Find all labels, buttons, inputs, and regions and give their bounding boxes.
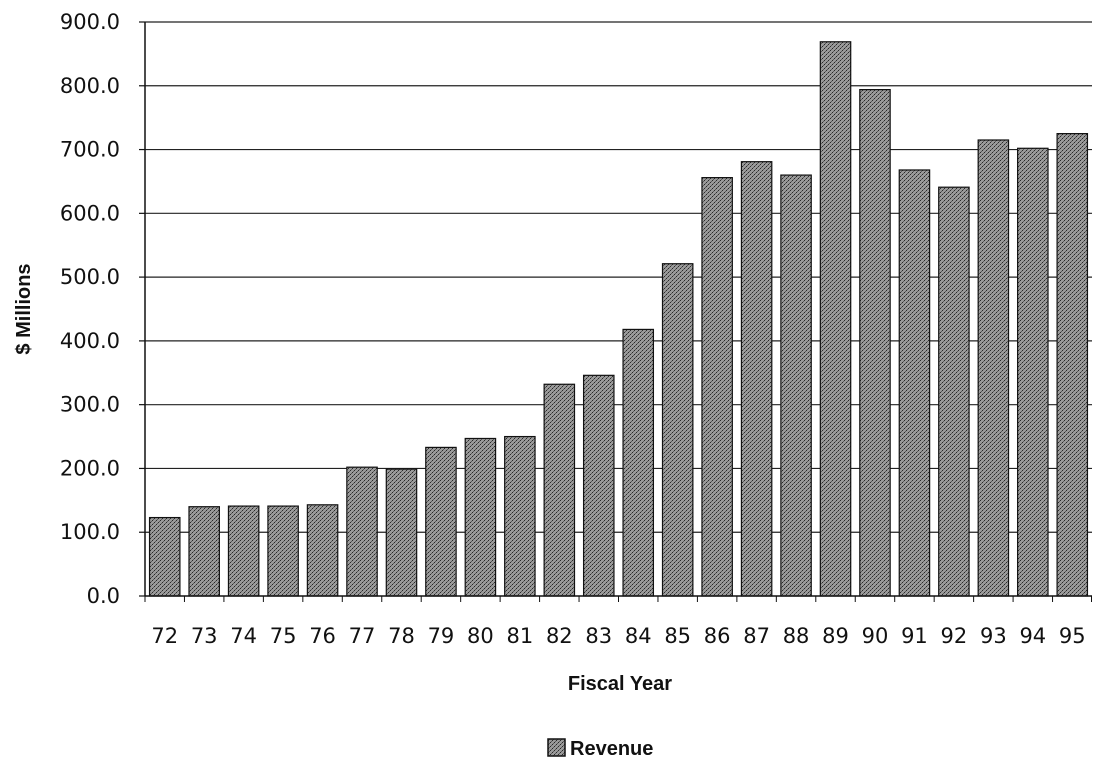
bar-83 [582,374,615,597]
y-tick-label: 200.0 [60,456,120,480]
x-tick-label: 87 [743,624,770,648]
bar-76 [306,504,339,597]
y-tick-label: 500.0 [60,265,120,289]
bars [148,41,1089,597]
x-tick-label: 94 [1019,624,1046,648]
y-tick-label: 400.0 [60,329,120,353]
bar-85 [661,263,694,597]
bar-75 [267,505,299,597]
bar-92 [938,186,970,597]
x-tick-label: 89 [822,624,849,648]
x-axis-title: Fiscal Year [568,673,672,695]
y-axis-title: $ Millions [13,263,35,354]
x-tick-label: 73 [191,624,218,648]
bar-77 [346,466,378,597]
bar-90 [859,89,891,597]
x-tick-labels: 72 73 74 75 76 77 78 79 80 81 82 83 84 85 86 87 88 89 90 91… [151,624,1085,648]
x-tick-label: 86 [704,624,731,648]
x-tick-label: 76 [309,624,336,648]
y-tick-label: 900.0 [60,10,120,34]
x-tick-label: 82 [546,624,573,648]
bar-95 [1056,133,1089,597]
legend-label: Revenue [570,738,653,760]
x-tick-label: 79 [428,624,455,648]
y-tick-label: 100.0 [60,520,120,544]
bar-78 [385,468,418,597]
y-tick-label: 0.0 [87,584,120,608]
bar-86 [701,177,733,597]
bar-82 [543,383,576,597]
bar-89 [819,41,852,597]
bar-79 [425,446,457,597]
x-tick-label: 95 [1059,624,1086,648]
bar-88 [780,174,812,597]
bar-94 [1017,147,1049,597]
bar-80 [464,437,497,597]
x-tick-label: 72 [151,624,178,648]
x-tick-label: 92 [941,624,968,648]
bar-72 [148,516,181,597]
x-tick-label: 93 [980,624,1007,648]
x-tick-label: 78 [388,624,415,648]
x-tick-label: 81 [506,624,533,648]
bar-87 [740,161,773,597]
x-tick-label: 88 [783,624,810,648]
x-tick-label: 85 [664,624,691,648]
bar-84 [622,328,655,597]
x-tick-label: 77 [349,624,376,648]
y-tick-label: 300.0 [60,393,120,417]
legend: Revenue [547,738,653,760]
x-tick-label: 84 [625,624,652,648]
y-tick-label: 800.0 [60,74,120,98]
y-tick-label: 600.0 [60,201,120,225]
bar-81 [504,435,536,597]
bar-74 [227,505,260,597]
x-tick-label: 90 [862,624,889,648]
gridlines [145,21,1092,533]
bar-91 [898,169,931,597]
axes [139,21,1092,602]
y-tick-labels: 0.0 100.0 200.0 300.0 400.0 500.0 600.0 700.0 80… [60,10,120,608]
bar-73 [188,506,220,597]
y-tick-label: 700.0 [60,138,120,162]
legend-swatch [547,738,566,757]
x-tick-label: 83 [585,624,612,648]
x-tick-label: 74 [230,624,257,648]
bar-93 [977,139,1010,597]
x-tick-label: 91 [901,624,928,648]
x-tick-label: 75 [270,624,297,648]
x-tick-label: 80 [467,624,494,648]
